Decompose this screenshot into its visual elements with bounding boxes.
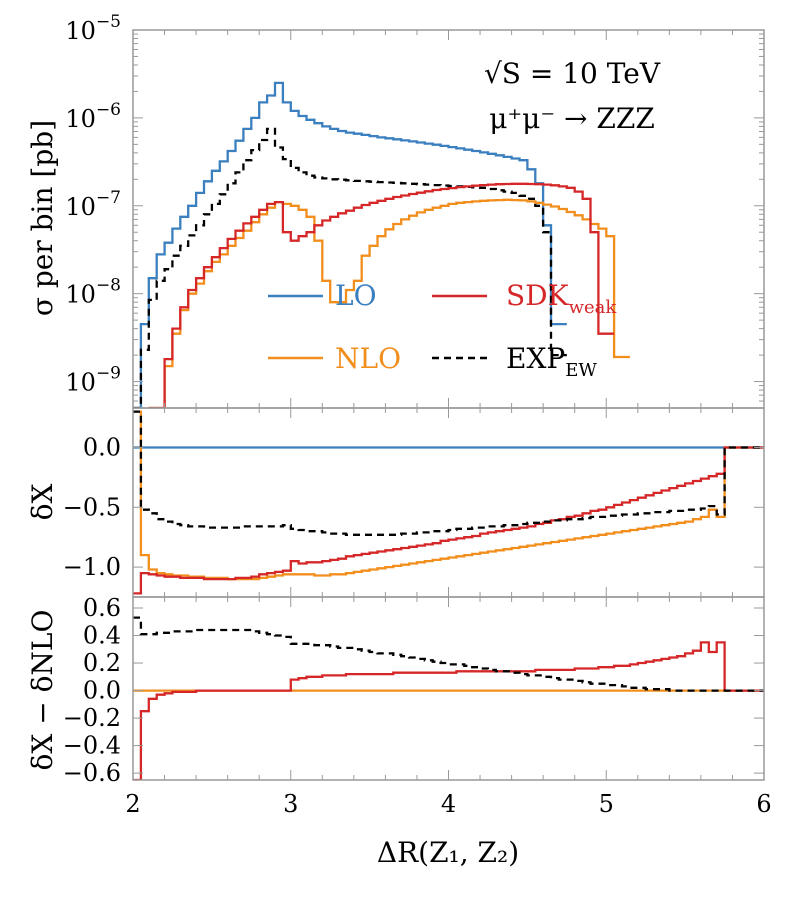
legend-label-lo: LO [335,279,377,312]
series-sdk-weak-panel-3 [133,641,764,780]
legend: LO SDKweak NLO EXPEW [268,279,617,381]
legend-label-exp-main: EXP [506,342,565,375]
y-tick-label: 10−5 [65,12,121,45]
ticks-layer: 10−5 10−6 10−7 10−8 10−9 0.0 −0.5 −1.0 0.60.40.2… [63,12,772,818]
panel-2-frame [132,407,765,598]
y-tick-label: 10−9 [65,364,121,397]
y-axis-title-panel-3: δX − δNLO [26,610,59,771]
series-layer [133,81,764,780]
legend-label-nlo: NLO [335,342,401,375]
x-tick-label: 6 [756,790,771,818]
panel-3-series [133,616,764,780]
legend-label-exp: EXPEW [506,342,597,381]
panel-2-series [133,410,764,595]
y-axis-title-panel-1: σ per bin [pb] [26,120,59,316]
y-tick-label: 10−7 [65,188,121,221]
y-tick-label: 0.0 [83,677,121,705]
y-tick-label: 0.4 [83,622,121,650]
panel-1-frame [132,29,765,409]
y-tick-label: 0.6 [83,594,121,622]
x-tick-label: 3 [283,790,298,818]
y-tick-label: −0.5 [63,493,121,521]
x-tick-label: 4 [441,790,456,818]
series-nlo-panel-2 [133,410,764,581]
y-tick-label: −0.2 [63,704,121,732]
y-tick-label: −1.0 [63,553,121,581]
y-tick-label: −0.6 [63,759,121,787]
annotation: √S = 10 TeV μ⁺μ⁻ → ZZZ [484,57,661,135]
y-tick-label: 0.2 [83,649,121,677]
legend-label-sdk-sub: weak [569,297,618,318]
series-nlo-panel-1 [148,198,630,408]
x-axis-title: ΔR(Z₁, Z₂) [377,836,519,869]
series-sdk-weak-panel-2 [133,446,764,595]
series-exp-ew-panel-1 [133,127,567,408]
y-axis-title-panel-2: δX [26,484,59,521]
y-tick-label: 10−8 [65,276,121,309]
x-tick-label: 2 [125,790,140,818]
panel-1-series [133,81,630,408]
series-exp-ew-panel-2 [133,410,764,536]
series-sdk-weak-panel-1 [148,182,615,408]
y-tick-label: −0.4 [63,732,121,760]
x-tick-label: 5 [599,790,614,818]
annotation-process: μ⁺μ⁻ → ZZZ [489,102,655,135]
y-tick-label: 10−6 [65,100,121,133]
legend-label-exp-sub: EW [565,360,597,381]
legend-label-sdk-main: SDK [506,279,570,312]
y-tick-label: 0.0 [83,433,121,461]
legend-label-sdk: SDKweak [506,279,617,318]
annotation-energy: √S = 10 TeV [484,57,661,90]
series-exp-ew-panel-3 [133,616,764,692]
series-lo-panel-1 [133,81,567,408]
